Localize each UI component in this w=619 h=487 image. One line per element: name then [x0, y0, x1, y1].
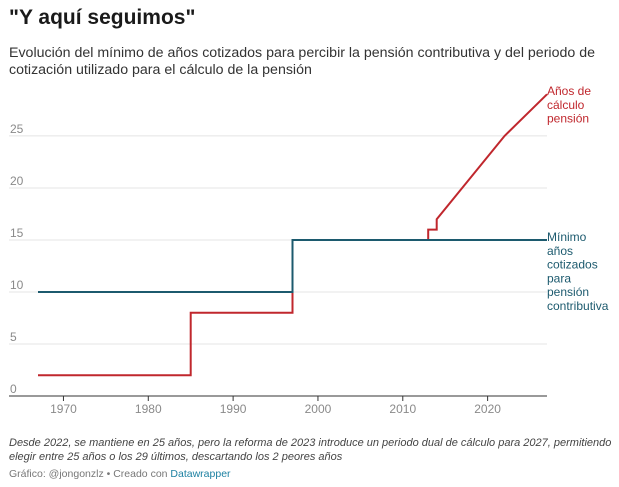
- series-label-line: cotizados: [547, 258, 598, 272]
- x-tick-label: 1970: [50, 402, 77, 416]
- series-label-line: años: [547, 244, 573, 258]
- chart-credits: Gráfico: @jongonzlz • Creado con Datawra…: [9, 468, 231, 480]
- x-tick-label: 2020: [474, 402, 501, 416]
- y-tick-label: 20: [10, 174, 24, 188]
- series-line: [38, 93, 548, 377]
- chart-notes: Desde 2022, se mantiene en 25 años, pero…: [9, 437, 612, 463]
- series-label-line: cálculo: [547, 98, 585, 112]
- x-axis: 1970 1980 1990 2000 2010 2020: [9, 395, 547, 416]
- credit-text: Gráfico: @jongonzlz • Creado con: [9, 468, 171, 480]
- grid-layer: 0 5 10 15 20 25: [9, 122, 547, 396]
- series-label: Mínimo años cotizados para pensión contributi…: [547, 230, 609, 313]
- y-tick-label: 0: [10, 382, 17, 396]
- x-tick-label: 1980: [135, 402, 162, 416]
- y-tick-label: 5: [10, 330, 17, 344]
- y-tick-label: 15: [10, 226, 24, 240]
- series-label-line: Años de: [547, 84, 591, 98]
- series-label-line: pensión: [547, 285, 589, 299]
- x-tick-label: 2010: [389, 402, 416, 416]
- series-label-line: Mínimo: [547, 230, 587, 244]
- y-tick-label: 25: [10, 122, 24, 136]
- series-label-line: pensión: [547, 112, 589, 126]
- series-label: Años de cálculo pensión: [547, 84, 591, 126]
- series-label-line: para: [547, 271, 571, 285]
- datawrapper-link[interactable]: Datawrapper: [170, 468, 231, 480]
- series-label-line: contributiva: [547, 299, 609, 313]
- x-tick-label: 1990: [220, 402, 247, 416]
- series-layer: [38, 93, 548, 377]
- y-tick-label: 10: [10, 278, 24, 292]
- series-line: [38, 239, 547, 293]
- x-tick-label: 2000: [305, 402, 332, 416]
- chart-subtitle: Evolución del mínimo de años cotizados p…: [9, 45, 595, 78]
- chart-title: "Y aquí seguimos": [9, 6, 196, 29]
